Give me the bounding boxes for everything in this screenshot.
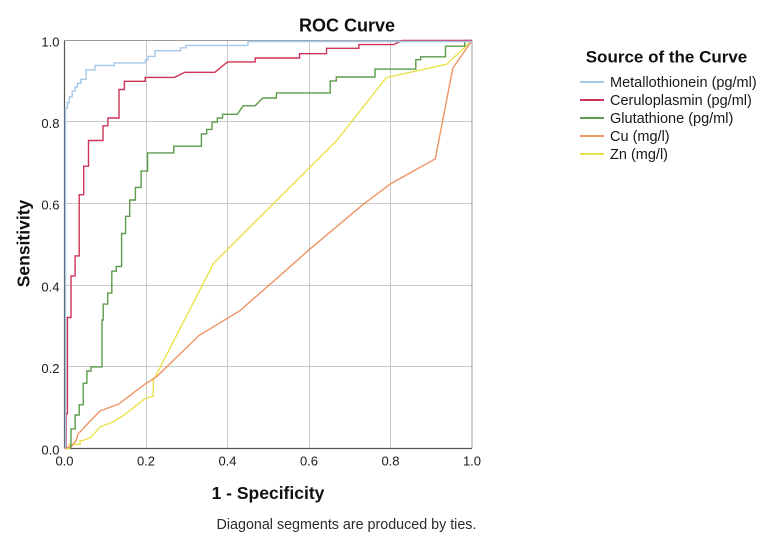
svg-text:0.4: 0.4 xyxy=(218,454,236,469)
svg-text:Cu (mg/l): Cu (mg/l) xyxy=(610,129,670,145)
svg-text:1.0: 1.0 xyxy=(463,454,481,469)
svg-text:0.4: 0.4 xyxy=(41,279,59,294)
svg-text:1.0: 1.0 xyxy=(41,35,59,50)
svg-text:Glutathione (pg/ml): Glutathione (pg/ml) xyxy=(610,111,733,127)
svg-text:0.0: 0.0 xyxy=(55,454,73,469)
svg-text:0.0: 0.0 xyxy=(41,443,59,458)
svg-text:0.2: 0.2 xyxy=(137,454,155,469)
svg-text:0.2: 0.2 xyxy=(41,361,59,376)
svg-text:Ceruloplasmin (pg/ml): Ceruloplasmin (pg/ml) xyxy=(610,93,752,109)
svg-text:1 - Specificity: 1 - Specificity xyxy=(212,483,325,503)
svg-text:Diagonal segments are produced: Diagonal segments are produced by ties. xyxy=(217,517,477,533)
svg-text:ROC Curve: ROC Curve xyxy=(299,16,395,36)
svg-text:0.6: 0.6 xyxy=(300,454,318,469)
svg-text:0.8: 0.8 xyxy=(381,454,399,469)
svg-text:Zn (mg/l): Zn (mg/l) xyxy=(610,147,668,163)
svg-text:Sensitivity: Sensitivity xyxy=(14,199,34,287)
svg-text:Metallothionein (pg/ml): Metallothionein (pg/ml) xyxy=(610,75,757,91)
svg-text:0.6: 0.6 xyxy=(41,198,59,213)
svg-text:0.8: 0.8 xyxy=(41,116,59,131)
svg-text:Source of the Curve: Source of the Curve xyxy=(586,48,748,67)
